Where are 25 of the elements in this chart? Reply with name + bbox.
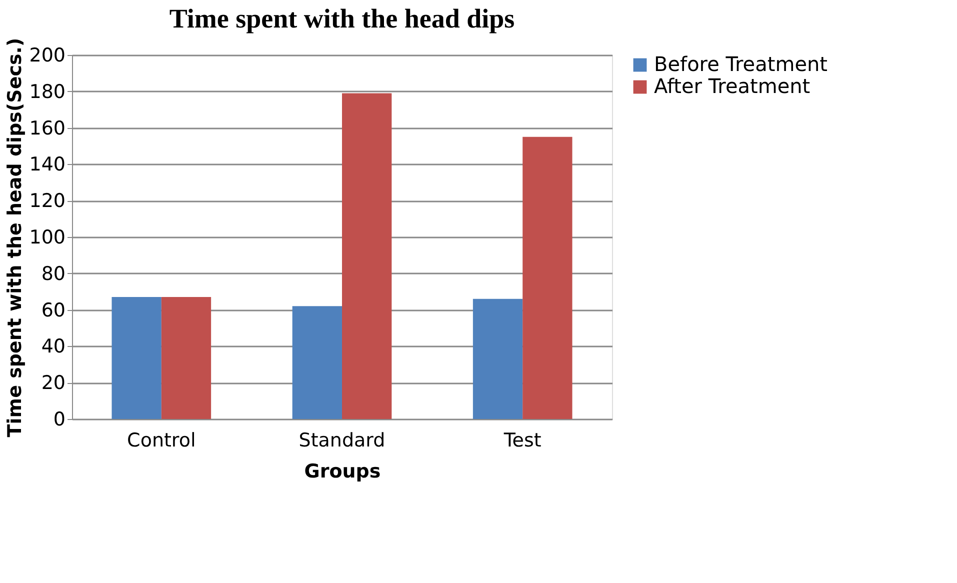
y-tick-label: 140 — [29, 154, 66, 176]
y-tick-label: 160 — [29, 117, 66, 140]
chart-title: Time spent with the head dips — [169, 3, 515, 34]
bar — [342, 93, 392, 419]
bar — [112, 297, 162, 419]
x-tick-label: Test — [502, 430, 542, 452]
bar — [161, 297, 212, 419]
y-tick-label: 100 — [29, 226, 66, 248]
bar — [522, 136, 572, 419]
y-tick-label: 80 — [41, 262, 66, 285]
y-tick-label: 20 — [41, 372, 66, 394]
legend-label: Before Treatment — [654, 52, 828, 76]
bar — [292, 306, 342, 419]
x-axis-title: Groups — [304, 460, 381, 482]
y-tick-label: 200 — [29, 44, 66, 66]
y-tick-label: 120 — [29, 190, 66, 212]
bar — [472, 298, 523, 419]
x-tick-label: Control — [127, 430, 196, 452]
x-tick-label: Standard — [298, 430, 386, 452]
y-tick-label: 180 — [29, 80, 66, 103]
y-axis-title: Time spent with the head dips(Secs.) — [4, 38, 26, 438]
legend-label: After Treatment — [654, 74, 810, 98]
y-tick-label: 60 — [41, 299, 66, 322]
y-tick-label: 40 — [41, 336, 66, 358]
y-tick-label: 0 — [53, 408, 66, 430]
